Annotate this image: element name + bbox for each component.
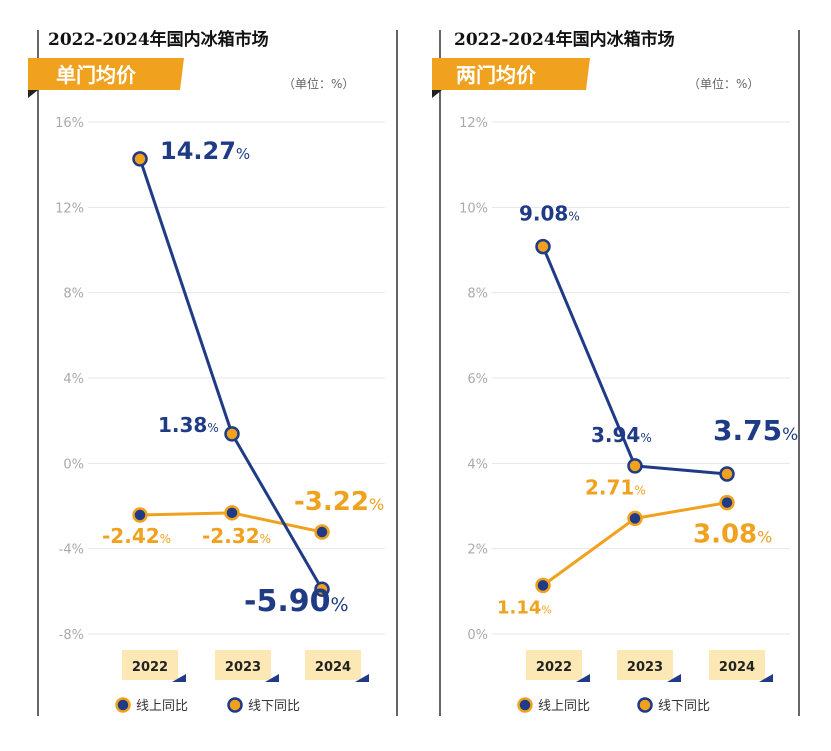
x-tick-label: 2024 bbox=[719, 660, 755, 675]
y-tick-label: 10% bbox=[459, 201, 488, 216]
y-tick-label: 12% bbox=[55, 201, 84, 216]
badge-right-fold bbox=[432, 90, 442, 98]
year-tag-corner bbox=[667, 674, 681, 682]
data-label-offline: 1.38% bbox=[158, 413, 219, 437]
year-tag bbox=[709, 650, 765, 680]
panel-frame bbox=[37, 30, 800, 716]
data-label-offline: 14.27% bbox=[160, 137, 250, 165]
y-tick-label: -8% bbox=[59, 628, 84, 643]
data-label-online: -2.42% bbox=[102, 524, 171, 548]
data-point-online bbox=[627, 510, 643, 527]
badge-right bbox=[432, 58, 590, 90]
legend-offline-label-left: 线下同比 bbox=[248, 699, 300, 714]
legend-offline-marker-right bbox=[637, 697, 653, 713]
data-point-online bbox=[314, 524, 330, 540]
y-tick-label: 6% bbox=[467, 372, 488, 387]
legend-online-label-left: 线上同比 bbox=[136, 699, 188, 714]
data-point-offline bbox=[314, 581, 330, 597]
badge-left bbox=[28, 58, 184, 90]
data-point-online bbox=[535, 577, 551, 594]
year-tag bbox=[122, 650, 178, 680]
data-label-offline: 3.75% bbox=[713, 414, 798, 447]
year-tag-corner bbox=[265, 674, 279, 682]
year-tag bbox=[305, 650, 361, 680]
y-tick-label: 8% bbox=[63, 287, 84, 302]
data-label-online: -3.22% bbox=[294, 487, 384, 517]
data-label-online: 2.71% bbox=[585, 475, 646, 499]
data-label-offline: 9.08% bbox=[519, 202, 580, 226]
data-label-online: -2.32% bbox=[202, 524, 271, 548]
legend-right: 线上同比 线下同比 bbox=[517, 697, 710, 714]
chart-title-left: 2022-2024年国内冰箱市场 bbox=[48, 29, 269, 50]
y-tick-label: 16% bbox=[55, 116, 84, 131]
year-tag bbox=[215, 650, 271, 680]
y-tick-label: -4% bbox=[59, 543, 84, 558]
y-tick-label: 0% bbox=[467, 628, 488, 643]
data-label-offline: -5.90% bbox=[244, 584, 349, 619]
year-tag-corner bbox=[576, 674, 590, 682]
legend-online-marker-right bbox=[517, 697, 533, 713]
data-label-online: 3.08% bbox=[693, 520, 772, 550]
data-label-offline: 3.94% bbox=[591, 423, 652, 447]
badge-left-label: 单门均价 bbox=[56, 63, 137, 87]
legend-left: 线上同比 线下同比 bbox=[115, 697, 300, 714]
year-tag bbox=[526, 650, 582, 680]
data-point-offline bbox=[224, 426, 240, 442]
data-label-online: 1.14% bbox=[497, 597, 552, 618]
y-tick-label: 4% bbox=[467, 457, 488, 472]
x-tick-label: 2023 bbox=[225, 660, 261, 675]
unit-label-right: （单位：%） bbox=[688, 76, 759, 91]
y-tick-label: 2% bbox=[467, 543, 488, 558]
y-tick-label: 0% bbox=[63, 457, 84, 472]
data-point-offline bbox=[535, 238, 551, 255]
legend-online-label-right: 线上同比 bbox=[538, 699, 590, 714]
year-tag-corner bbox=[172, 674, 186, 682]
legend-online-marker-left bbox=[115, 697, 131, 713]
x-tick-label: 2022 bbox=[536, 660, 572, 675]
x-tick-label: 2024 bbox=[315, 660, 351, 675]
y-tick-label: 12% bbox=[459, 116, 488, 131]
year-tag-corner bbox=[355, 674, 369, 682]
x-tick-label: 2023 bbox=[627, 660, 663, 675]
chart-layer: 16% 12% 8% 4% 0% -4% -8% 2022 2023 2024 -2.42% -2.3… bbox=[55, 116, 798, 682]
badge-left-fold bbox=[28, 90, 38, 98]
legend-offline-marker-left bbox=[227, 697, 243, 713]
y-tick-label: 8% bbox=[467, 287, 488, 302]
x-tick-label: 2022 bbox=[132, 660, 168, 675]
year-tag bbox=[617, 650, 673, 680]
badge-right-label: 两门均价 bbox=[456, 63, 537, 87]
year-tag-corner bbox=[759, 674, 773, 682]
legend-offline-label-right: 线下同比 bbox=[658, 699, 710, 714]
data-point-offline bbox=[132, 151, 148, 167]
y-tick-label: 4% bbox=[63, 372, 84, 387]
data-point-online bbox=[132, 507, 148, 523]
data-point-offline bbox=[627, 458, 643, 474]
data-point-offline bbox=[719, 466, 735, 482]
data-point-online bbox=[224, 505, 240, 521]
chart-title-right: 2022-2024年国内冰箱市场 bbox=[454, 29, 675, 50]
data-point-online bbox=[719, 494, 735, 511]
unit-label-left: （单位：%） bbox=[283, 76, 354, 91]
